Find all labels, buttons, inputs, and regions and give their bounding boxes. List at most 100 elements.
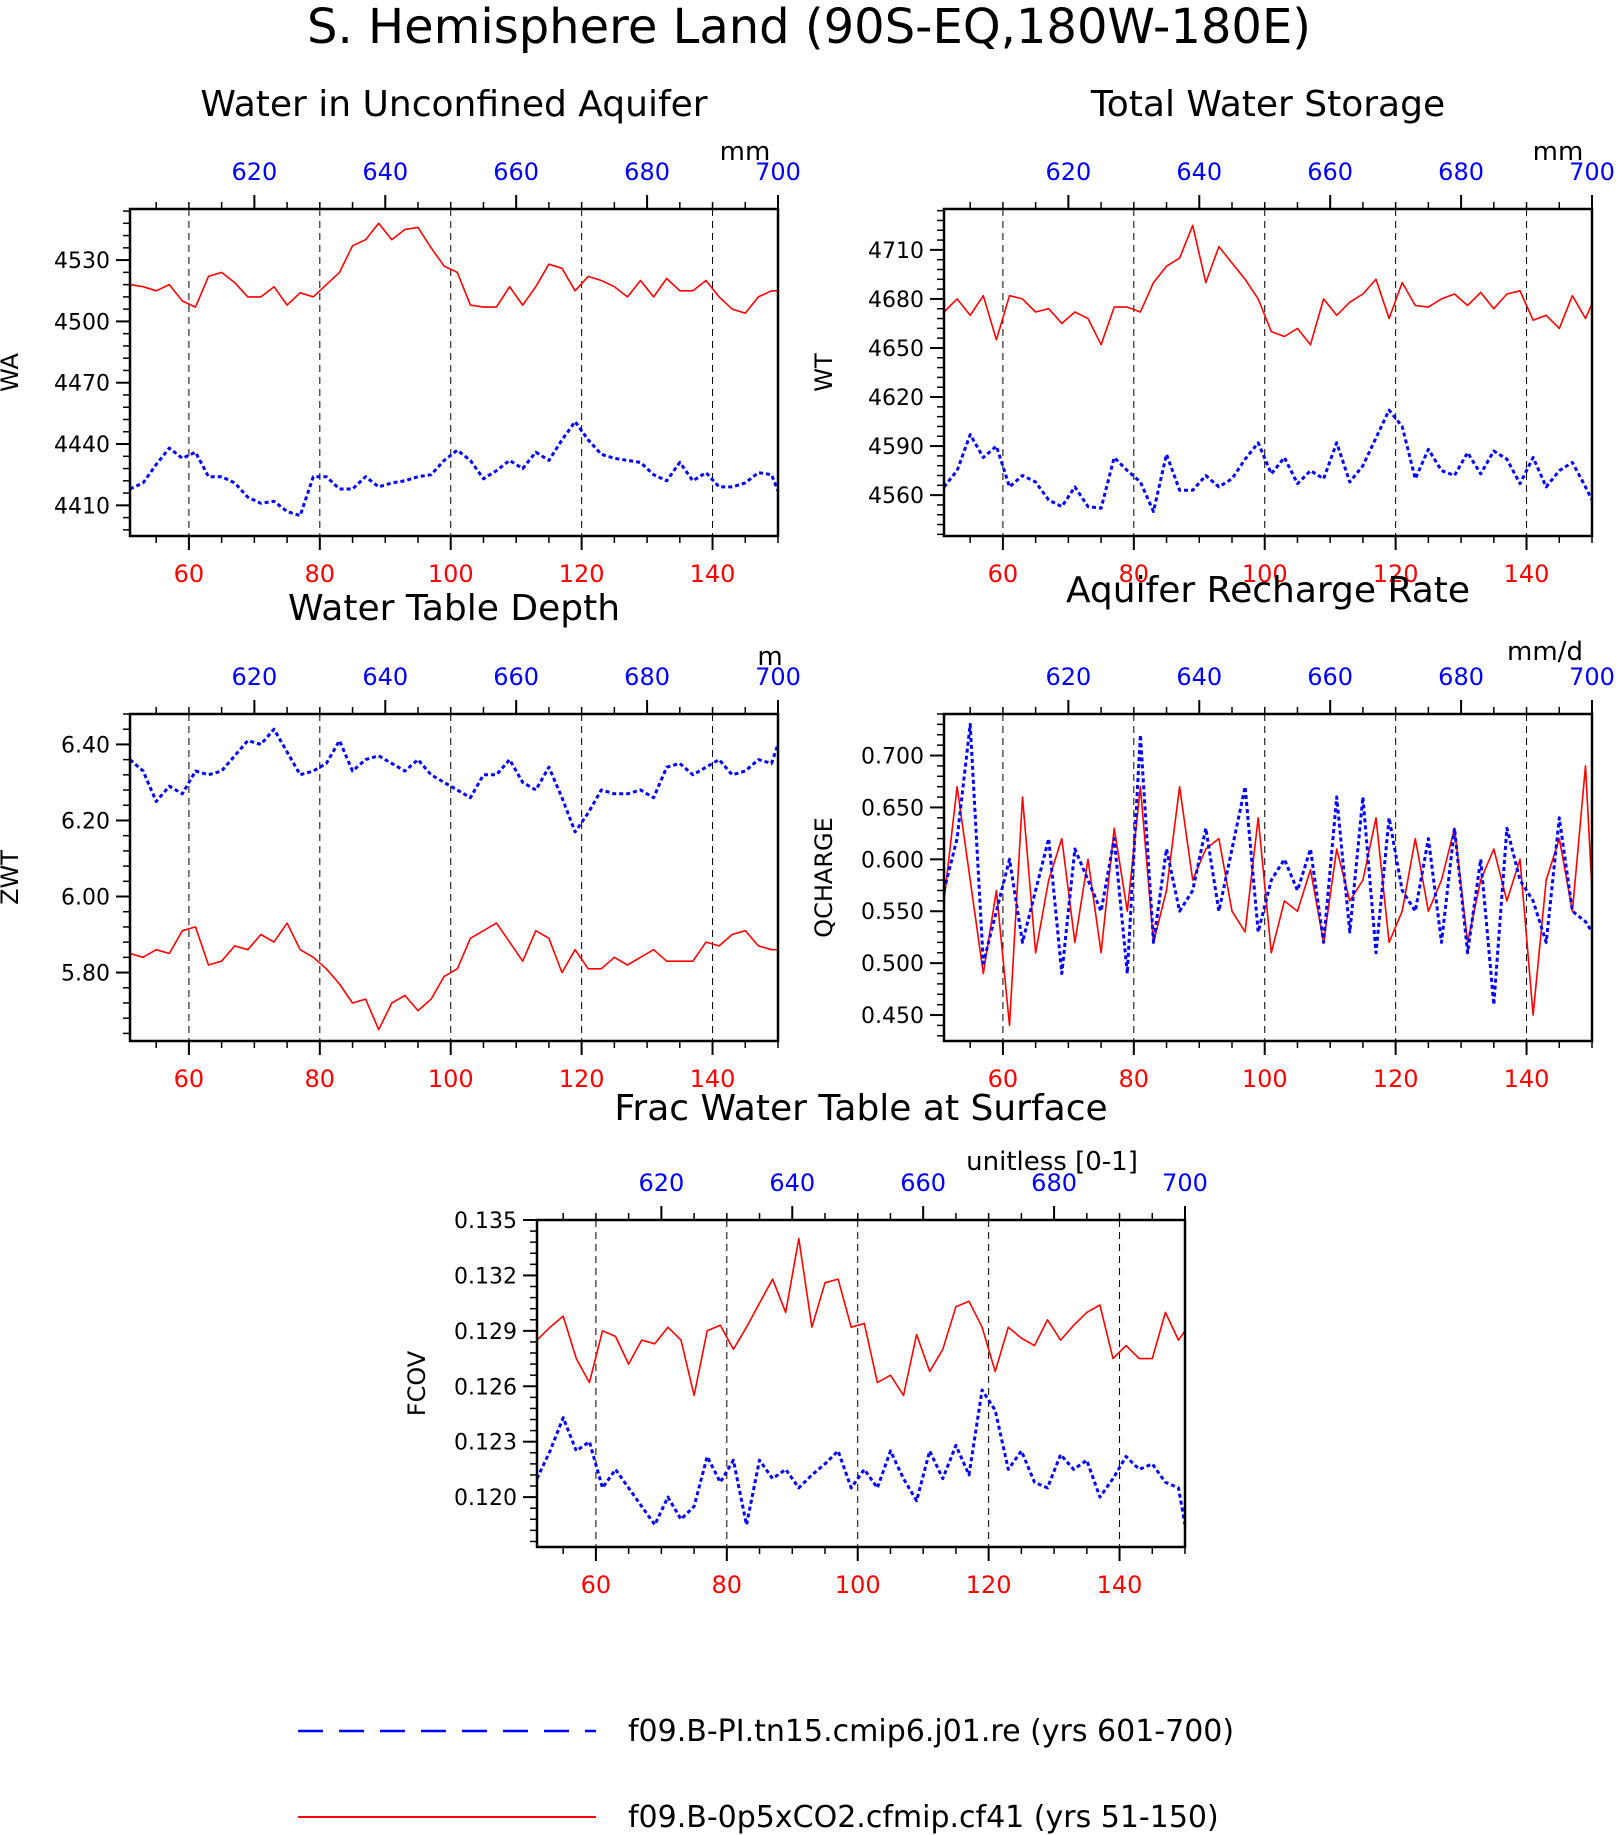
x-tick-label: 60 bbox=[988, 560, 1019, 588]
top-x-tick-label: 700 bbox=[1162, 1169, 1208, 1197]
top-x-tick-label: 700 bbox=[1569, 663, 1615, 691]
plot-frame bbox=[128, 712, 780, 1043]
x-tick-label: 60 bbox=[174, 560, 205, 588]
series-line-pi bbox=[942, 722, 1594, 1007]
x-tick-label: 60 bbox=[581, 1571, 612, 1599]
top-x-tick-label: 640 bbox=[769, 1169, 815, 1197]
y-tick-label: 5.80 bbox=[61, 962, 110, 987]
units-label: mm bbox=[720, 137, 771, 167]
top-x-tick-label: 660 bbox=[1307, 158, 1353, 186]
y-tick-label: 4710 bbox=[868, 239, 924, 264]
y-tick-label: 0.129 bbox=[454, 1320, 517, 1345]
plot-frame bbox=[942, 712, 1594, 1043]
series-line-pi bbox=[129, 727, 780, 834]
series-line-pi bbox=[535, 1388, 1187, 1527]
series-line-0p5xco2 bbox=[943, 224, 1593, 346]
y-tick-label: 0.450 bbox=[861, 1004, 924, 1029]
series-line-0p5xco2 bbox=[536, 1237, 1186, 1397]
legend-label-pi: f09.B-PI.tn15.cmip6.j01.re (yrs 601-700) bbox=[628, 1714, 1234, 1749]
panel-wt: Total Water Storage mm WT 60 80 100 120 140 620 6… bbox=[810, 84, 1615, 588]
x-tick-label: 100 bbox=[428, 560, 474, 588]
x-tick-label: 140 bbox=[690, 560, 736, 588]
series-line-0p5xco2 bbox=[943, 765, 1593, 1027]
x-tick-label: 120 bbox=[966, 1571, 1012, 1599]
x-tick-label: 140 bbox=[1504, 1065, 1550, 1093]
panel-title: Water Table Depth bbox=[288, 588, 620, 629]
plot-frame bbox=[128, 207, 780, 538]
x-tick-label: 120 bbox=[1373, 560, 1419, 588]
units-label: m bbox=[757, 642, 782, 672]
y-tick-label: 4560 bbox=[868, 484, 924, 509]
y-tick-label: 6.20 bbox=[61, 809, 110, 834]
x-tick-label: 100 bbox=[428, 1065, 474, 1093]
top-x-tick-label: 680 bbox=[1031, 1169, 1077, 1197]
y-tick-label: 0.120 bbox=[454, 1486, 517, 1511]
panel-fcov: Frac Water Table at Surface unitless [0-1… bbox=[403, 1088, 1208, 1599]
top-x-tick-label: 700 bbox=[1569, 158, 1615, 186]
top-x-tick-label: 620 bbox=[231, 158, 277, 186]
top-x-tick-label: 700 bbox=[755, 158, 801, 186]
series-line-0p5xco2 bbox=[129, 222, 778, 315]
y-axis-label: FCOV bbox=[403, 1350, 431, 1416]
x-tick-label: 80 bbox=[712, 1571, 743, 1599]
y-axis-label: WT bbox=[810, 353, 838, 392]
top-x-tick-label: 640 bbox=[1176, 663, 1222, 691]
x-tick-label: 80 bbox=[305, 1065, 336, 1093]
top-x-tick-label: 640 bbox=[362, 663, 408, 691]
y-tick-label: 0.550 bbox=[861, 900, 924, 925]
units-label: unitless [0-1] bbox=[966, 1147, 1138, 1177]
y-tick-label: 4500 bbox=[54, 310, 110, 335]
top-x-tick-label: 660 bbox=[1307, 663, 1353, 691]
y-tick-label: 6.00 bbox=[61, 886, 110, 911]
chart-panels: Water in Unconfined Aquifer mm WA 60 80 100 12… bbox=[0, 84, 1615, 1599]
panel-title: Total Water Storage bbox=[1090, 84, 1445, 125]
x-tick-label: 80 bbox=[305, 560, 336, 588]
top-x-tick-label: 680 bbox=[1438, 663, 1484, 691]
y-tick-label: 0.132 bbox=[454, 1264, 517, 1289]
y-tick-label: 4470 bbox=[54, 372, 110, 397]
legend-label-co2: f09.B-0p5xCO2.cfmip.cf41 (yrs 51-150) bbox=[628, 1800, 1219, 1835]
top-x-tick-label: 620 bbox=[1045, 663, 1091, 691]
figure-title: S. Hemisphere Land (90S-EQ,180W-180E) bbox=[307, 0, 1311, 55]
y-tick-label: 4680 bbox=[868, 288, 924, 313]
series-line-pi bbox=[942, 408, 1594, 513]
panel-qcharge: Aquifer Recharge Rate mm/d QCHARGE 60 80 100 1… bbox=[810, 570, 1615, 1093]
y-tick-label: 4410 bbox=[54, 494, 110, 519]
panel-title: Water in Unconfined Aquifer bbox=[200, 84, 707, 125]
x-tick-label: 60 bbox=[988, 1065, 1019, 1093]
top-x-tick-label: 660 bbox=[493, 158, 539, 186]
x-tick-label: 120 bbox=[1373, 1065, 1419, 1093]
series-line-0p5xco2 bbox=[129, 922, 778, 1031]
panel-zwt: Water Table Depth m ZWT 60 80 100 120 140 620 640… bbox=[0, 588, 801, 1093]
x-tick-label: 140 bbox=[1504, 560, 1550, 588]
x-tick-label: 120 bbox=[559, 1065, 605, 1093]
y-tick-label: 0.700 bbox=[861, 745, 924, 770]
y-tick-label: 4530 bbox=[54, 249, 110, 274]
top-x-tick-label: 620 bbox=[1045, 158, 1091, 186]
top-x-tick-label: 640 bbox=[1176, 158, 1222, 186]
top-x-tick-label: 620 bbox=[231, 663, 277, 691]
y-tick-label: 0.123 bbox=[454, 1431, 517, 1456]
x-tick-label: 80 bbox=[1119, 1065, 1150, 1093]
top-x-tick-label: 680 bbox=[624, 663, 670, 691]
top-x-tick-label: 660 bbox=[493, 663, 539, 691]
y-tick-label: 4650 bbox=[868, 337, 924, 362]
y-tick-label: 6.40 bbox=[61, 733, 110, 758]
x-tick-label: 100 bbox=[835, 1571, 881, 1599]
top-x-tick-label: 640 bbox=[362, 158, 408, 186]
y-tick-label: 0.500 bbox=[861, 952, 924, 977]
y-tick-label: 4440 bbox=[54, 433, 110, 458]
y-axis-label: ZWT bbox=[0, 850, 24, 905]
x-tick-label: 140 bbox=[690, 1065, 736, 1093]
panel-title: Aquifer Recharge Rate bbox=[1066, 570, 1470, 611]
y-tick-label: 0.135 bbox=[454, 1209, 517, 1234]
x-tick-label: 140 bbox=[1097, 1571, 1143, 1599]
units-label: mm bbox=[1533, 137, 1584, 167]
x-tick-label: 100 bbox=[1242, 560, 1288, 588]
panel-wa: Water in Unconfined Aquifer mm WA 60 80 100 12… bbox=[0, 84, 801, 588]
x-tick-label: 60 bbox=[174, 1065, 205, 1093]
x-tick-label: 80 bbox=[1119, 560, 1150, 588]
legend: f09.B-PI.tn15.cmip6.j01.re (yrs 601-700)… bbox=[298, 1714, 1234, 1835]
y-tick-label: 0.126 bbox=[454, 1375, 517, 1400]
